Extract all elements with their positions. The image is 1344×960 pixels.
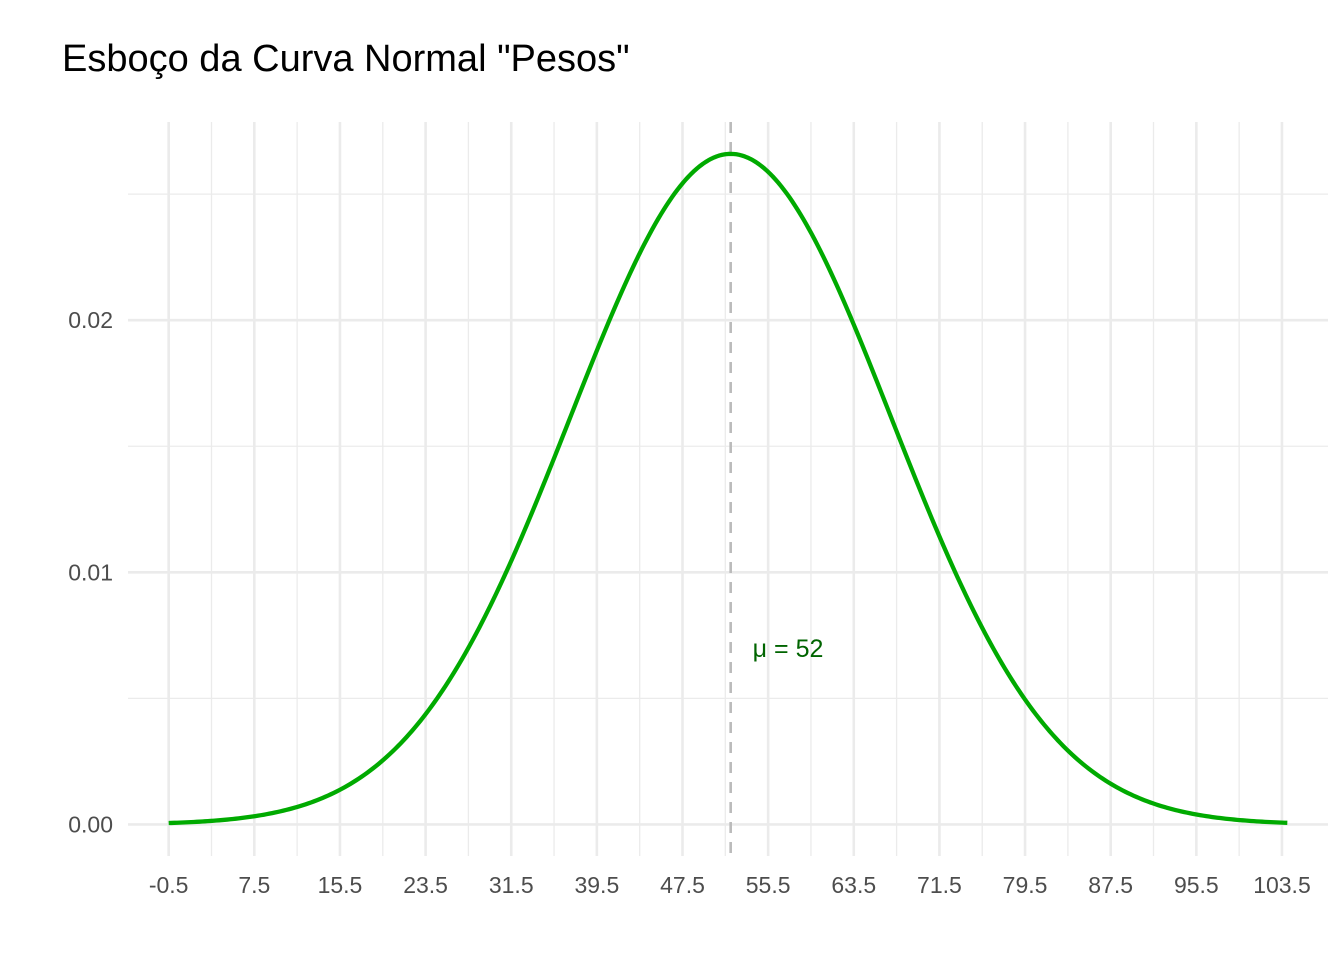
density-curve xyxy=(168,151,1288,826)
y-tick-label: 0.00 xyxy=(68,811,113,837)
x-tick-label: 103.5 xyxy=(1253,872,1311,898)
annotation-group: μ = 52 xyxy=(753,635,824,663)
x-tick-label: -0.5 xyxy=(149,872,189,898)
mean-annotation: μ = 52 xyxy=(753,635,824,663)
x-axis-tick-labels: -0.5 7.5 15.5 23.5 31.5 39.5 47.5 55.5 63.5 71.5 7… xyxy=(149,872,1311,898)
x-tick-label: 39.5 xyxy=(574,872,619,898)
series-group xyxy=(168,151,1288,826)
minor-gridlines xyxy=(128,122,1328,856)
x-tick-label: 47.5 xyxy=(660,872,705,898)
y-tick-label: 0.01 xyxy=(68,559,113,585)
x-tick-label: 63.5 xyxy=(831,872,876,898)
x-tick-label: 55.5 xyxy=(746,872,791,898)
y-tick-label: 0.02 xyxy=(68,307,113,333)
x-tick-label: 79.5 xyxy=(1003,872,1048,898)
x-tick-label: 71.5 xyxy=(917,872,962,898)
x-tick-label: 7.5 xyxy=(238,872,270,898)
chart-title: Esboço da Curva Normal "Pesos" xyxy=(62,38,630,80)
x-tick-label: 31.5 xyxy=(489,872,534,898)
x-tick-label: 95.5 xyxy=(1174,872,1219,898)
y-axis-tick-labels: 0.00 0.01 0.02 xyxy=(68,307,113,837)
x-tick-label: 15.5 xyxy=(318,872,363,898)
x-tick-label: 87.5 xyxy=(1088,872,1133,898)
major-gridlines xyxy=(128,122,1328,856)
x-tick-label: 23.5 xyxy=(403,872,448,898)
